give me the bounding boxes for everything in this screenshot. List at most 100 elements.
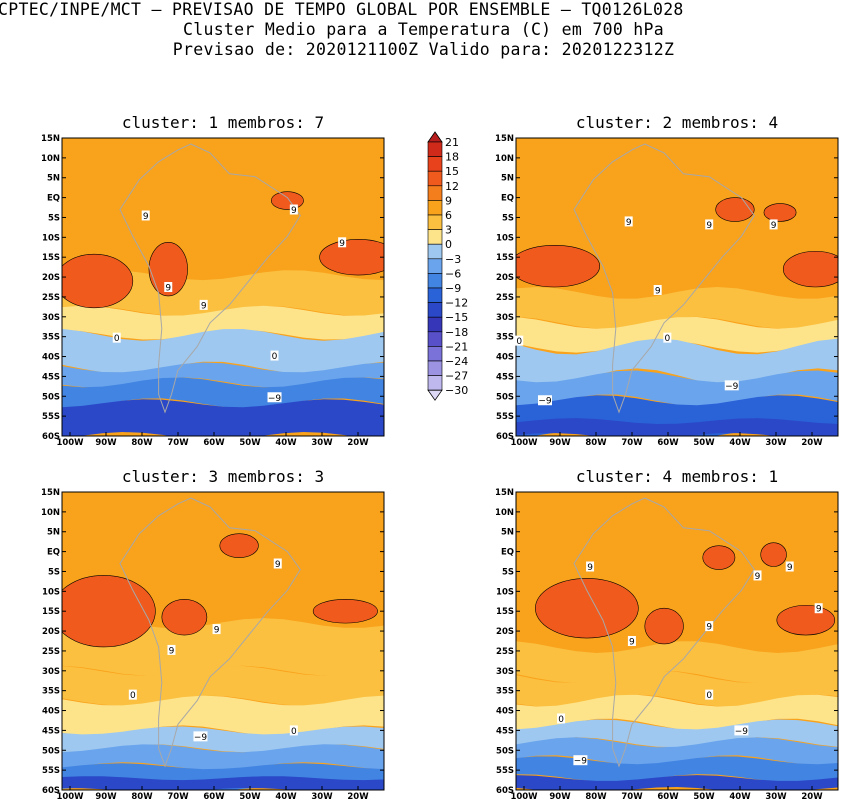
lat-tick-label: 35S bbox=[42, 333, 60, 343]
contour-label-box bbox=[705, 621, 714, 632]
contour-label: 0 bbox=[664, 334, 670, 344]
colorbar-segment bbox=[427, 200, 443, 216]
contour-label: 9 bbox=[655, 286, 661, 296]
lon-tick-label: 80W bbox=[585, 438, 607, 446]
lat-tick-label: 40S bbox=[42, 707, 60, 717]
colorbar-label: 3 bbox=[445, 224, 452, 237]
lon-tick-label: 80W bbox=[131, 792, 153, 800]
contour-label: 9 bbox=[626, 218, 632, 228]
lat-tick-label: 45S bbox=[42, 372, 60, 382]
temperature-field bbox=[516, 492, 838, 790]
map-frame bbox=[61, 137, 385, 437]
contour-label-box bbox=[769, 219, 778, 230]
contour-label-box bbox=[753, 570, 762, 581]
lat-tick-label: 25S bbox=[496, 647, 514, 657]
isotherm-band bbox=[516, 719, 838, 748]
map-frame bbox=[61, 491, 385, 791]
lat-tick-label: 40S bbox=[496, 353, 514, 363]
lon-tick-label: 80W bbox=[585, 792, 607, 800]
colorbar-label: 18 bbox=[445, 151, 459, 164]
contour-label: 0 bbox=[706, 691, 712, 701]
colorbar-segment bbox=[427, 302, 443, 318]
colorbar-label: −9 bbox=[445, 282, 461, 295]
contour-label-box bbox=[199, 299, 208, 310]
colorbar-label: −15 bbox=[445, 311, 468, 324]
contour-label-box bbox=[785, 561, 794, 572]
isotherm-band bbox=[516, 670, 838, 707]
lat-tick-label: 10N bbox=[495, 508, 514, 518]
lat-tick-label: 45S bbox=[496, 726, 514, 736]
lat-tick-label: 10N bbox=[495, 154, 514, 164]
lat-tick-label: 20S bbox=[496, 273, 514, 283]
lat-tick-label: EQ bbox=[47, 548, 60, 558]
lat-tick-label: 5S bbox=[502, 567, 514, 577]
temperature-field bbox=[516, 138, 838, 436]
lon-tick-label: 40W bbox=[729, 438, 751, 446]
lat-tick-label: 15N bbox=[41, 488, 60, 498]
panel-3-title: cluster: 3 membros: 3 bbox=[121, 467, 325, 486]
lon-tick-label: 40W bbox=[729, 792, 751, 800]
lat-tick-label: 20S bbox=[42, 627, 60, 637]
lat-tick-label: 10S bbox=[42, 233, 60, 243]
lat-tick-label: 15S bbox=[496, 607, 514, 617]
lat-tick-label: 5N bbox=[47, 528, 60, 538]
lon-tick-label: 60W bbox=[657, 438, 679, 446]
warm-core-region bbox=[161, 598, 208, 636]
lat-tick-label: 5N bbox=[501, 174, 514, 184]
warm-core-region bbox=[312, 598, 378, 624]
lon-tick-label: 100W bbox=[510, 792, 538, 800]
colorbar-label: −30 bbox=[445, 384, 468, 397]
contour-label-box bbox=[814, 603, 823, 614]
header-line-1: CPTEC/INPE/MCT – PREVISAO DE TEMPO GLOBA… bbox=[0, 0, 684, 19]
panel-1-title: cluster: 1 membros: 7 bbox=[121, 113, 325, 132]
contour-label: −9 bbox=[268, 394, 282, 404]
lon-tick-label: 50W bbox=[693, 792, 715, 800]
lat-tick-label: 40S bbox=[496, 707, 514, 717]
colorbar-label: −3 bbox=[445, 253, 461, 266]
lat-tick-label: 35S bbox=[42, 687, 60, 697]
contour-label-box bbox=[270, 350, 279, 361]
lon-tick-label: 60W bbox=[203, 438, 225, 446]
lon-tick-label: 100W bbox=[510, 438, 538, 446]
south-america-coastline bbox=[573, 497, 755, 768]
warm-core-region bbox=[219, 533, 259, 558]
lat-tick-label: 10S bbox=[42, 587, 60, 597]
lat-tick-label: 5S bbox=[502, 213, 514, 223]
map-frame bbox=[515, 137, 839, 437]
contour-label-box bbox=[112, 332, 121, 343]
lat-tick-label: 5N bbox=[501, 528, 514, 538]
colorbar-segment bbox=[427, 287, 443, 303]
lat-tick-label: EQ bbox=[501, 194, 514, 204]
contour-label-box bbox=[141, 210, 150, 221]
contour-label: 9 bbox=[629, 638, 635, 648]
contour-label-box bbox=[267, 392, 282, 403]
contour-label-box bbox=[537, 395, 552, 406]
contour-label: 9 bbox=[143, 212, 149, 222]
colorbar-segment bbox=[427, 170, 443, 187]
isotherm-band bbox=[516, 641, 838, 683]
contour-label-box bbox=[734, 725, 749, 736]
contour-label: 0 bbox=[114, 334, 120, 344]
isotherm-band bbox=[516, 287, 838, 329]
isotherm-band bbox=[62, 270, 384, 316]
map-panel-cluster-3: 15N 10N 5N EQ 5S 10S 15S 20S 25S 30S 35S 40S 45S 50S 5… bbox=[41, 488, 385, 800]
colorbar-label: 15 bbox=[445, 165, 459, 178]
contour-label-box bbox=[705, 219, 714, 230]
lon-tick-label: 30W bbox=[765, 438, 787, 446]
contour-label-box bbox=[193, 731, 208, 742]
lon-tick-label: 20W bbox=[347, 438, 369, 446]
isotherm-band bbox=[516, 756, 838, 782]
lat-tick-label: 25S bbox=[42, 293, 60, 303]
colorbar-label: 12 bbox=[445, 180, 459, 193]
lon-tick-label: 20W bbox=[801, 438, 823, 446]
contour-label: 9 bbox=[787, 563, 793, 573]
warm-core-region bbox=[760, 542, 787, 567]
contour-label: −9 bbox=[725, 382, 739, 392]
lon-tick-label: 50W bbox=[239, 438, 261, 446]
header-line-3: Previsao de: 2020121100Z Valido para: 20… bbox=[172, 40, 675, 59]
warm-core-region bbox=[776, 604, 836, 636]
lat-tick-label: 15N bbox=[495, 134, 514, 144]
contour-label: −9 bbox=[735, 727, 749, 737]
isotherm-band bbox=[62, 399, 384, 436]
lon-tick-label: 90W bbox=[549, 792, 571, 800]
